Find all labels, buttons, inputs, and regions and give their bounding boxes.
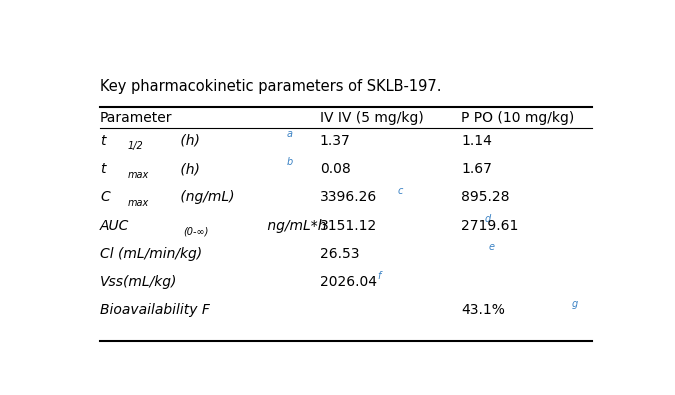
Text: (h): (h) [176, 162, 199, 176]
Text: (ng/mL): (ng/mL) [176, 190, 234, 204]
Text: 43.1%: 43.1% [461, 303, 505, 318]
Text: b: b [286, 157, 293, 167]
Text: 26.53: 26.53 [320, 247, 359, 261]
Text: t: t [100, 134, 105, 148]
Text: c: c [398, 186, 403, 196]
Text: a: a [286, 129, 292, 139]
Text: Bioavailability F: Bioavailability F [100, 303, 210, 318]
Text: IV IV (5 mg/kg): IV IV (5 mg/kg) [320, 111, 423, 125]
Text: 1.37: 1.37 [320, 134, 350, 148]
Text: 1/2: 1/2 [128, 141, 144, 151]
Text: e: e [488, 242, 494, 252]
Text: (0-∞): (0-∞) [183, 226, 209, 236]
Text: 1.67: 1.67 [461, 162, 492, 176]
Text: 0.08: 0.08 [320, 162, 350, 176]
Text: 3151.12: 3151.12 [320, 218, 377, 233]
Text: ng/mL*h: ng/mL*h [263, 218, 326, 233]
Text: max: max [128, 169, 149, 180]
Text: 2026.04: 2026.04 [320, 275, 377, 289]
Text: Parameter: Parameter [100, 111, 173, 125]
Text: Vss(mL/kg): Vss(mL/kg) [100, 275, 178, 289]
Text: (h): (h) [176, 134, 199, 148]
Text: Key pharmacokinetic parameters of SKLB-197.: Key pharmacokinetic parameters of SKLB-1… [100, 79, 441, 94]
Text: Cl (mL/min/kg): Cl (mL/min/kg) [100, 247, 202, 261]
Text: t: t [100, 162, 105, 176]
Text: P PO (10 mg/kg): P PO (10 mg/kg) [461, 111, 574, 125]
Text: f: f [377, 271, 381, 280]
Text: 2719.61: 2719.61 [461, 218, 518, 233]
Text: d: d [485, 214, 491, 224]
Text: C: C [100, 190, 110, 204]
Text: max: max [128, 198, 149, 208]
Text: 1.14: 1.14 [461, 134, 492, 148]
Text: g: g [572, 299, 578, 309]
Text: AUC: AUC [100, 218, 130, 233]
Text: 895.28: 895.28 [461, 190, 510, 204]
Text: 3396.26: 3396.26 [320, 190, 377, 204]
